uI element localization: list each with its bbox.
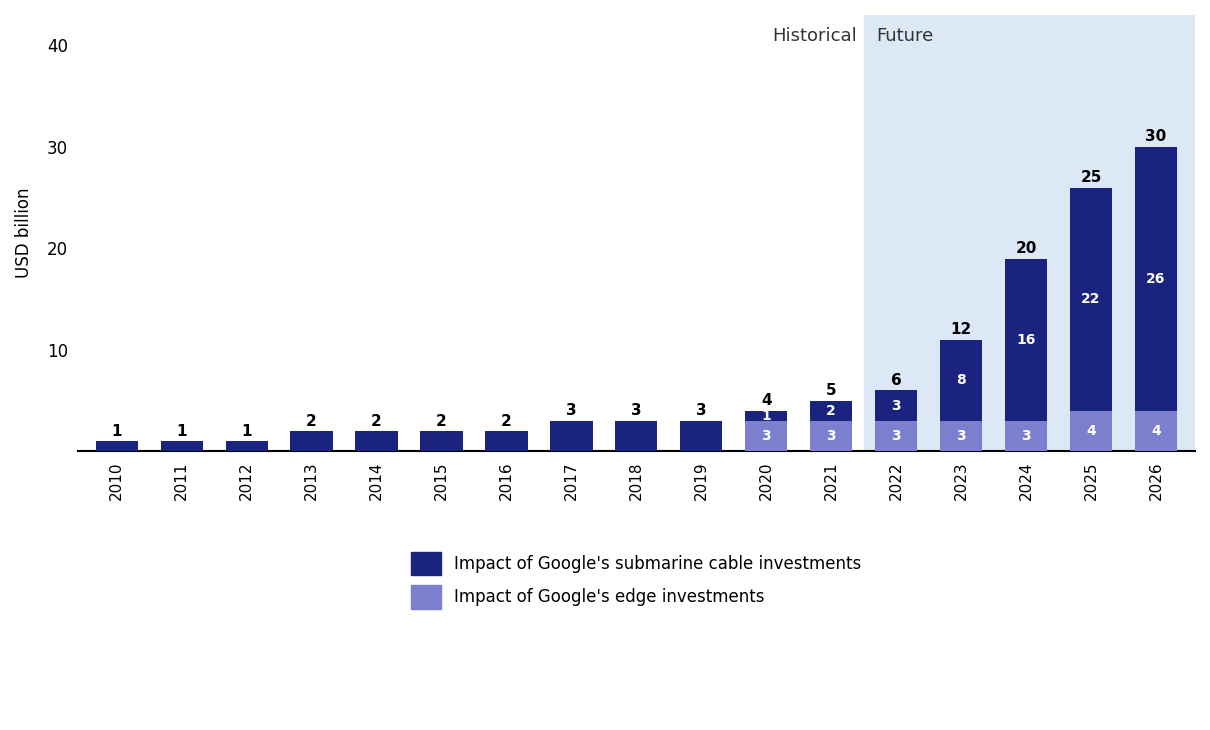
Bar xyxy=(811,421,852,451)
Bar xyxy=(1006,258,1047,421)
Text: 3: 3 xyxy=(826,429,836,443)
Text: 3: 3 xyxy=(566,404,577,418)
Bar xyxy=(745,421,788,451)
Bar xyxy=(551,421,593,451)
Bar xyxy=(356,431,398,451)
Bar xyxy=(225,441,267,451)
Text: Historical: Historical xyxy=(772,27,857,45)
Text: 22: 22 xyxy=(1082,292,1101,306)
Text: 3: 3 xyxy=(892,399,901,412)
Bar xyxy=(1006,421,1047,451)
Text: 6: 6 xyxy=(891,373,901,388)
Bar xyxy=(940,339,983,421)
Y-axis label: USD billion: USD billion xyxy=(15,188,33,278)
Text: 3: 3 xyxy=(696,404,707,418)
Bar xyxy=(940,421,983,451)
Text: 2: 2 xyxy=(501,413,512,429)
Text: 3: 3 xyxy=(761,429,771,443)
Text: 3: 3 xyxy=(892,429,901,443)
Text: 30: 30 xyxy=(1146,129,1166,145)
Bar xyxy=(1070,411,1112,451)
Bar xyxy=(864,15,1195,451)
Text: 25: 25 xyxy=(1081,170,1102,185)
Bar xyxy=(615,421,657,451)
Text: 1: 1 xyxy=(241,423,252,439)
Text: 5: 5 xyxy=(826,383,836,398)
Text: 1: 1 xyxy=(761,409,771,423)
Text: 4: 4 xyxy=(1151,424,1160,438)
Bar xyxy=(485,431,528,451)
Text: 3: 3 xyxy=(956,429,966,443)
Text: 1: 1 xyxy=(111,423,122,439)
Bar xyxy=(875,391,917,421)
Bar xyxy=(1070,188,1112,411)
Bar xyxy=(811,401,852,421)
Legend: Impact of Google's submarine cable investments, Impact of Google's edge investme: Impact of Google's submarine cable inves… xyxy=(411,552,862,609)
Bar xyxy=(680,421,722,451)
Text: 20: 20 xyxy=(1015,241,1037,256)
Text: 2: 2 xyxy=(436,413,446,429)
Bar xyxy=(1135,147,1177,411)
Text: 16: 16 xyxy=(1016,333,1036,347)
Bar xyxy=(290,431,333,451)
Bar xyxy=(161,441,203,451)
Bar xyxy=(96,441,138,451)
Bar xyxy=(875,421,917,451)
Text: 4: 4 xyxy=(1087,424,1096,438)
Text: 8: 8 xyxy=(956,373,966,388)
Text: 2: 2 xyxy=(306,413,317,429)
Text: 3: 3 xyxy=(632,404,641,418)
Text: 1: 1 xyxy=(177,423,186,439)
Text: 26: 26 xyxy=(1146,272,1165,286)
Text: 12: 12 xyxy=(951,322,972,337)
Bar xyxy=(1135,411,1177,451)
Text: 2: 2 xyxy=(371,413,382,429)
Text: 2: 2 xyxy=(826,404,836,418)
Text: 3: 3 xyxy=(1021,429,1031,443)
Bar xyxy=(745,411,788,421)
Bar xyxy=(420,431,462,451)
Text: 4: 4 xyxy=(761,393,772,408)
Text: Future: Future xyxy=(877,27,934,45)
